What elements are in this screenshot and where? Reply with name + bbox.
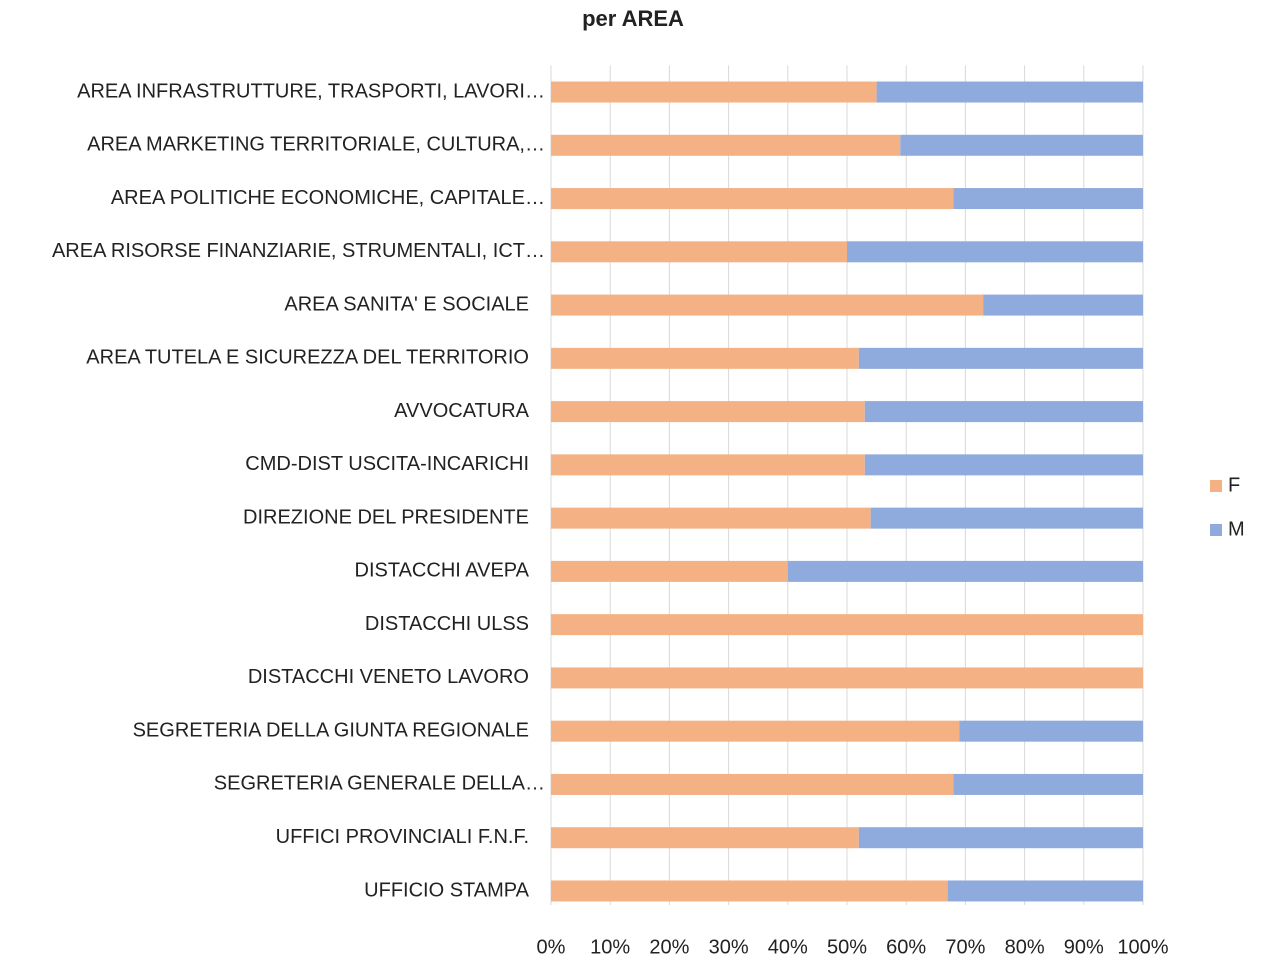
y-tick-label: UFFICI PROVINCIALI F.N.F. xyxy=(276,826,529,848)
legend-label: M xyxy=(1228,518,1245,540)
bar-segment xyxy=(876,81,1143,103)
y-tick-label: SEGRETERIA DELLA GIUNTA REGIONALE xyxy=(133,719,529,741)
bar-segment xyxy=(551,454,865,476)
bar-segment xyxy=(551,827,859,849)
x-tick-label: 90% xyxy=(1064,936,1104,958)
bar-segment xyxy=(953,773,1143,795)
x-tick-label: 60% xyxy=(886,936,926,958)
y-tick-label: DIREZIONE DEL PRESIDENTE xyxy=(243,506,529,528)
x-tick-label: 20% xyxy=(649,936,689,958)
legend-label: F xyxy=(1228,474,1240,496)
bar-segment xyxy=(858,827,1143,849)
bar-segment xyxy=(953,188,1143,210)
bar-segment xyxy=(959,720,1143,742)
y-tick-label: AREA TUTELA E SICUREZZA DEL TERRITORIO xyxy=(86,347,529,369)
bar-segment xyxy=(551,81,877,103)
y-tick-label: UFFICIO STAMPA xyxy=(364,879,529,901)
y-tick-label: AREA POLITICHE ECONOMICHE, CAPITALE… xyxy=(111,187,545,209)
bar-segment xyxy=(551,507,871,529)
bar-segment xyxy=(551,188,954,210)
bar-segment xyxy=(551,720,960,742)
x-tick-label: 50% xyxy=(827,936,867,958)
bar-segment xyxy=(900,134,1143,156)
bar-segment xyxy=(551,773,954,795)
bar-segment xyxy=(551,347,859,369)
bar-segment xyxy=(870,507,1143,529)
y-tick-label: DISTACCHI AVEPA xyxy=(355,560,530,582)
bar-segment xyxy=(551,401,865,423)
x-tick-label: 40% xyxy=(768,936,808,958)
bar-segment xyxy=(858,347,1143,369)
y-tick-label: AREA INFRASTRUTTURE, TRASPORTI, LAVORI… xyxy=(77,80,545,102)
y-tick-label: CMD-DIST USCITA-INCARICHI xyxy=(245,453,529,475)
bar-segment xyxy=(983,294,1143,316)
bar-segment xyxy=(847,241,1143,263)
bar-segment xyxy=(551,667,1143,689)
y-tick-label: SEGRETERIA GENERALE DELLA… xyxy=(214,773,545,795)
bar-segment xyxy=(787,560,1143,582)
y-tick-label: AREA SANITA' E SOCIALE xyxy=(284,293,529,315)
y-tick-label: DISTACCHI ULSS xyxy=(365,613,529,635)
y-tick-label: AREA MARKETING TERRITORIALE, CULTURA,… xyxy=(87,134,545,156)
y-tick-label: AVVOCATURA xyxy=(394,400,529,422)
bar-segment xyxy=(551,134,901,156)
x-tick-label: 10% xyxy=(590,936,630,958)
x-tick-label: 100% xyxy=(1117,936,1168,958)
bar-segment xyxy=(947,880,1143,902)
chart-title: per AREA xyxy=(582,6,684,31)
legend-swatch xyxy=(1210,480,1222,492)
bar-segment xyxy=(864,454,1143,476)
bar-segment xyxy=(551,560,788,582)
bar-segment xyxy=(551,294,984,316)
x-tick-label: 70% xyxy=(945,936,985,958)
y-tick-label: AREA RISORSE FINANZIARIE, STRUMENTALI, I… xyxy=(52,240,545,262)
x-tick-label: 30% xyxy=(709,936,749,958)
y-tick-label: DISTACCHI VENETO LAVORO xyxy=(248,666,529,688)
legend-swatch xyxy=(1210,524,1222,536)
bar-segment xyxy=(551,614,1143,636)
bar-segment xyxy=(551,241,847,263)
bar-segment xyxy=(551,880,948,902)
x-tick-label: 80% xyxy=(1005,936,1045,958)
bar-segment xyxy=(864,401,1143,423)
x-tick-label: 0% xyxy=(537,936,566,958)
